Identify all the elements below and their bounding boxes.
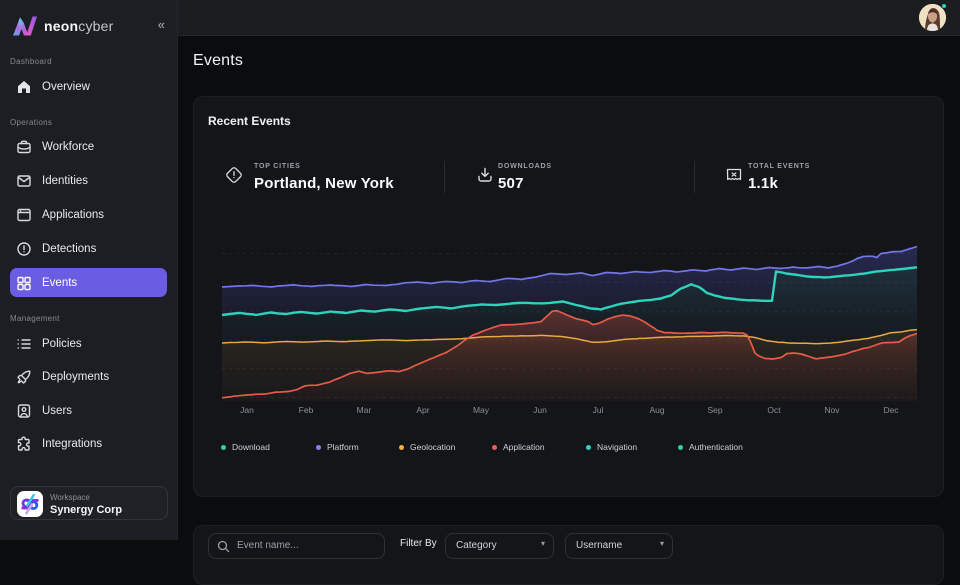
svg-text:Jan: Jan — [240, 405, 254, 415]
svg-text:Nov: Nov — [824, 405, 840, 415]
svg-text:Mar: Mar — [357, 405, 372, 415]
svg-text:May: May — [473, 405, 490, 415]
svg-text:Aug: Aug — [649, 405, 664, 415]
svg-text:Apr: Apr — [416, 405, 429, 415]
svg-text:Jul: Jul — [593, 405, 604, 415]
svg-text:Sep: Sep — [707, 405, 722, 415]
svg-text:Dec: Dec — [883, 405, 899, 415]
svg-text:Feb: Feb — [299, 405, 314, 415]
svg-text:Oct: Oct — [767, 405, 781, 415]
svg-text:Jun: Jun — [533, 405, 547, 415]
